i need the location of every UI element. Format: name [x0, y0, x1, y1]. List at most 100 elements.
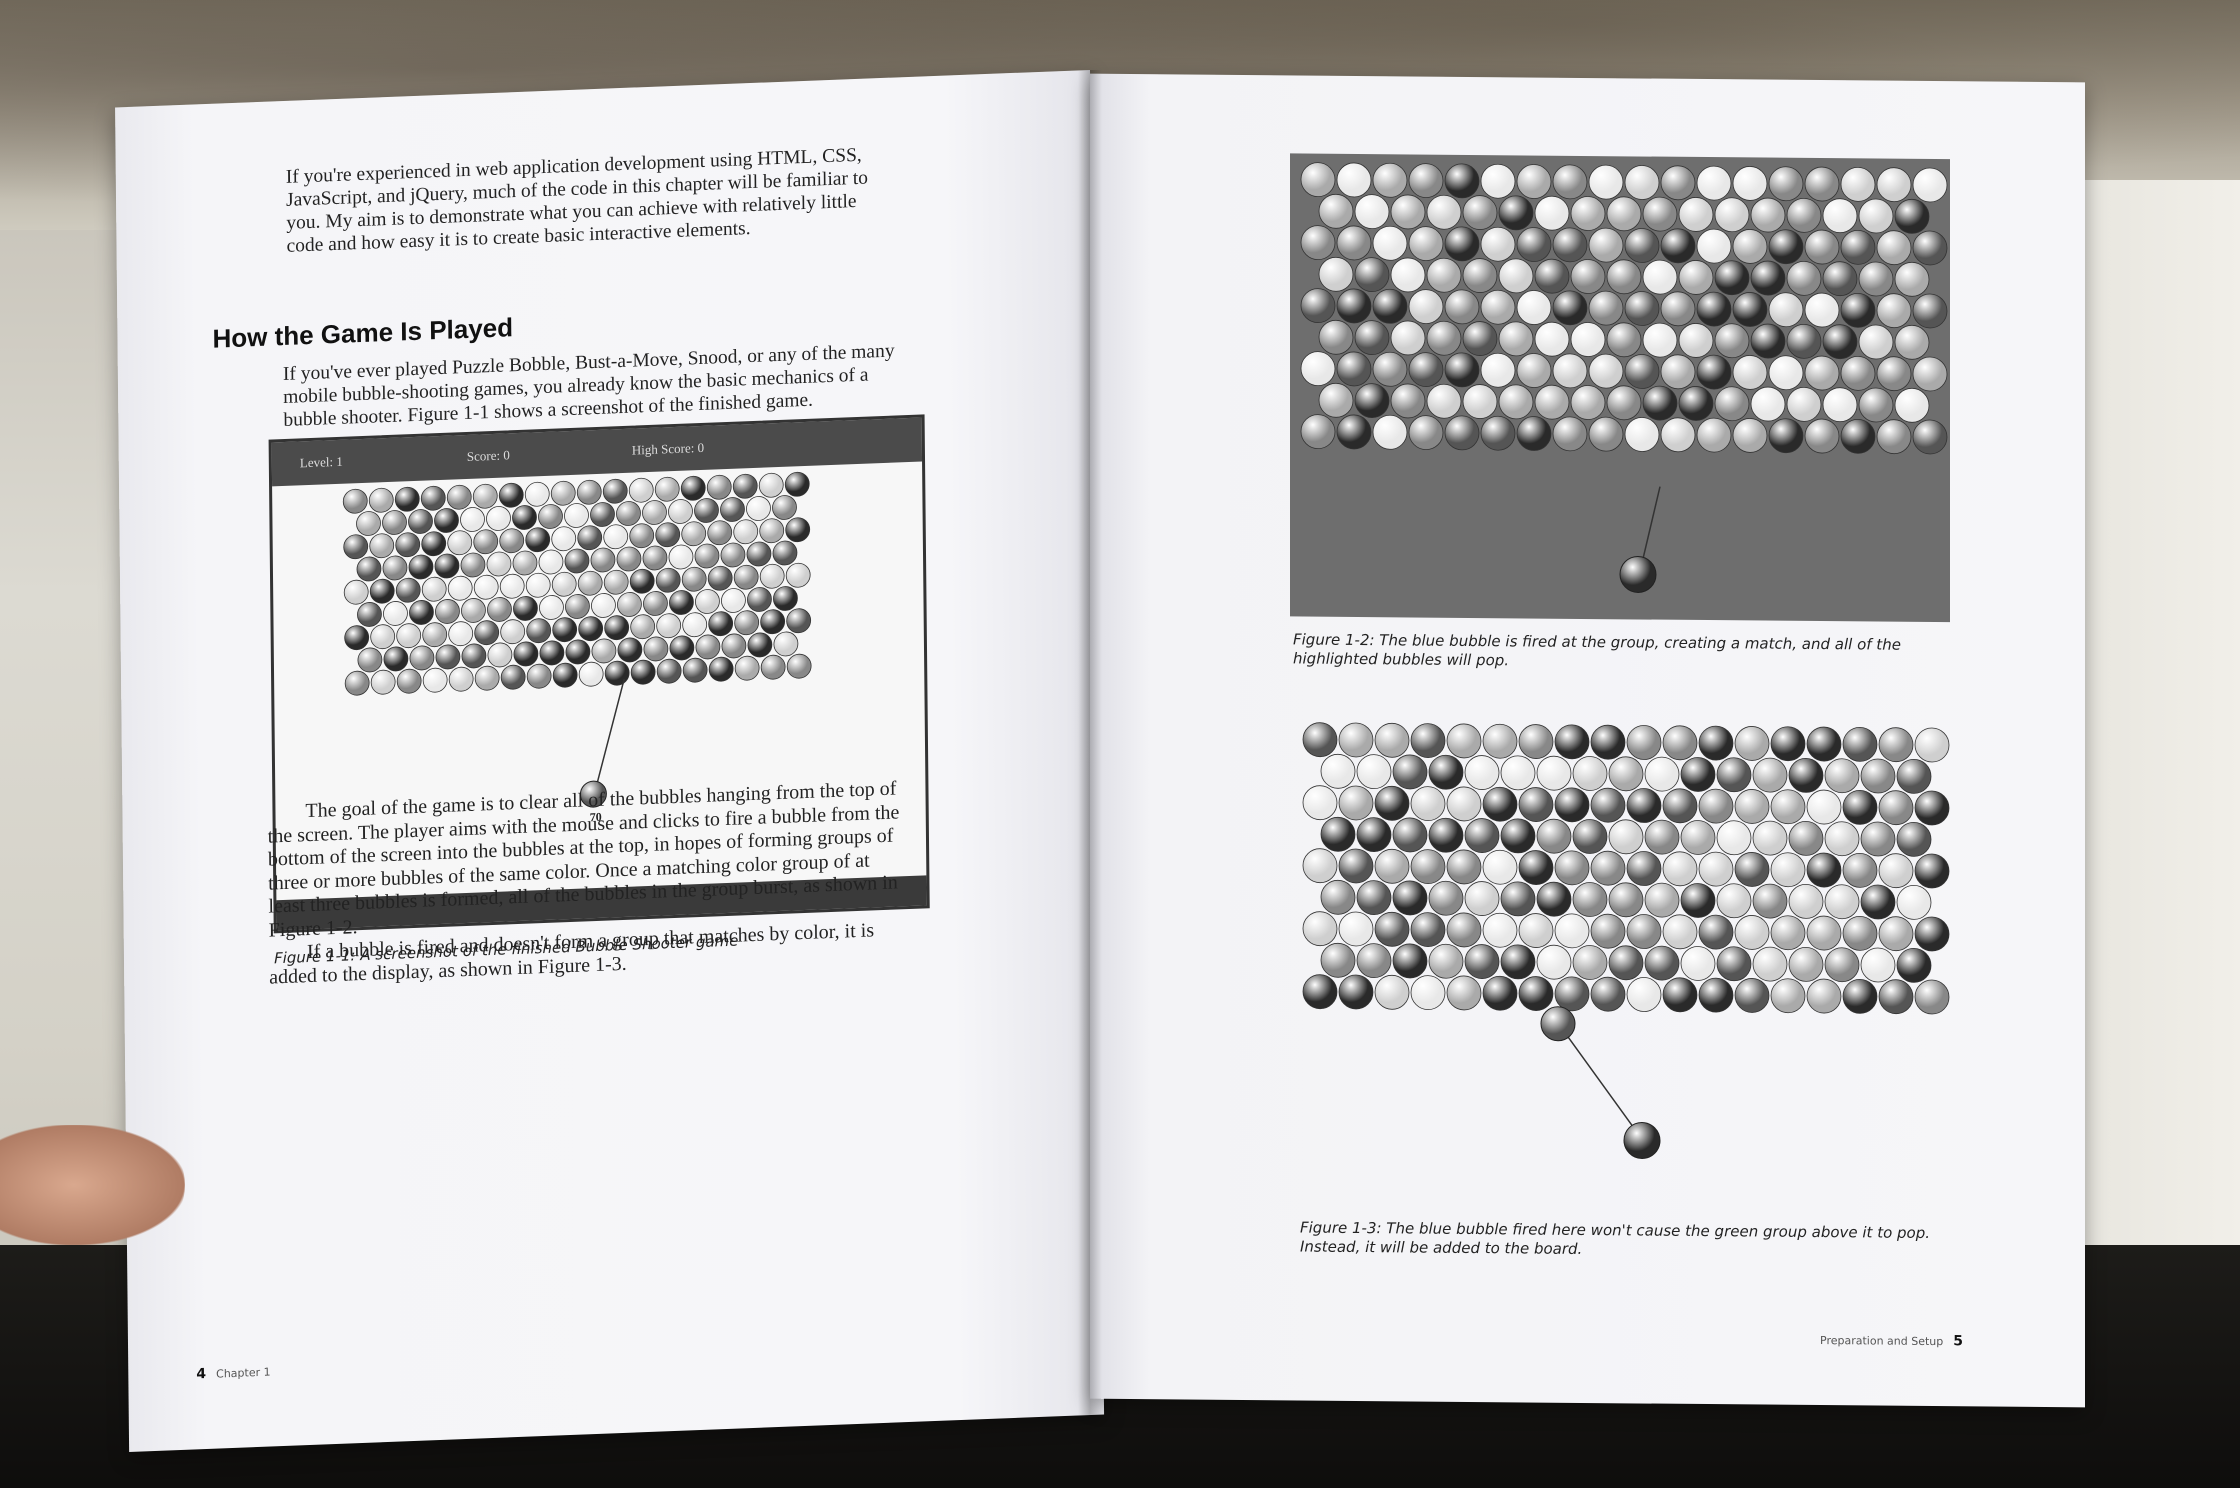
bubble [1624, 417, 1660, 452]
bubble [1878, 853, 1914, 889]
bubble [1858, 261, 1894, 297]
left-running-head: Chapter 1 [216, 1365, 271, 1381]
bubble [1372, 162, 1408, 198]
bubble [1482, 912, 1518, 948]
bubble [1338, 974, 1374, 1010]
body-text: The goal of the game is to clear all of … [267, 777, 909, 990]
bubble [1590, 976, 1626, 1012]
bubble [1588, 290, 1624, 326]
bubble [747, 587, 772, 612]
bubble [1662, 725, 1698, 761]
bubble [1678, 386, 1714, 421]
bubble [1716, 820, 1752, 856]
bubble [474, 620, 500, 646]
bubble [1662, 977, 1698, 1013]
bubble [1498, 195, 1534, 231]
figure-1-2-bubbles [1300, 162, 1948, 593]
bubble [499, 528, 525, 554]
bubble [1534, 258, 1570, 294]
bubble [1860, 758, 1896, 794]
bubble [1444, 352, 1480, 388]
bubble [1444, 289, 1480, 325]
bubble [1428, 943, 1464, 979]
bubble [473, 529, 499, 555]
bubble [1320, 753, 1356, 789]
bubble [733, 519, 759, 545]
bubble [1716, 757, 1752, 793]
bubble [1608, 756, 1644, 792]
bubble [1500, 818, 1536, 854]
figure-1-1-bubbles [342, 471, 812, 808]
bubble [1626, 977, 1662, 1012]
bubble [1426, 194, 1462, 230]
bubble [434, 553, 460, 579]
bubble [1840, 418, 1876, 454]
bubble [1536, 881, 1572, 917]
bubble [1858, 324, 1894, 360]
bubble [344, 625, 370, 651]
bubble [383, 646, 409, 672]
bubble [1516, 227, 1552, 262]
bubble [1806, 789, 1842, 825]
bubble [1336, 225, 1372, 261]
bubble [1336, 288, 1372, 324]
bubble [669, 590, 694, 615]
bubble [1770, 915, 1806, 951]
bubble [629, 523, 655, 549]
bubble [370, 669, 396, 695]
bubble [1750, 260, 1786, 296]
bubble [1392, 754, 1428, 790]
bubble [707, 565, 733, 591]
bubble [1788, 884, 1824, 919]
bubble [734, 610, 760, 636]
bubble [1320, 879, 1356, 915]
bubble [1696, 354, 1732, 390]
bubble [1588, 164, 1624, 200]
bubble [1338, 722, 1374, 758]
bubble [1372, 288, 1408, 324]
bubble [551, 571, 577, 597]
bubble [1786, 197, 1822, 233]
bubble [1788, 821, 1824, 856]
bubble [1446, 723, 1482, 759]
bubble [472, 483, 498, 509]
bubble [1732, 229, 1768, 264]
bubble [1770, 789, 1806, 825]
bubble [1732, 355, 1768, 390]
bubble [526, 618, 552, 644]
bubble [786, 653, 812, 679]
shooter-bubble [579, 780, 607, 808]
bubble [1464, 881, 1500, 916]
bubble [1698, 914, 1734, 950]
shooter-bubble [1623, 1121, 1661, 1159]
bubble [604, 660, 630, 686]
bubble [1320, 816, 1356, 852]
bubble [1840, 229, 1876, 265]
bubble [1554, 976, 1590, 1012]
bubble [759, 563, 785, 589]
bubble [1390, 194, 1426, 230]
bubble [773, 586, 798, 611]
bubble [1552, 416, 1588, 452]
bubble [538, 549, 564, 575]
bubble [772, 540, 798, 566]
bubble [382, 555, 408, 581]
bubble [1698, 851, 1734, 887]
bubble [1678, 323, 1714, 358]
bubble [604, 615, 630, 641]
bubble [643, 636, 669, 662]
bubble [525, 527, 551, 553]
bubble [1750, 197, 1786, 233]
bubble [1624, 291, 1660, 326]
bubble [513, 641, 539, 667]
bubble [720, 497, 745, 522]
bubble [1660, 165, 1696, 201]
bubble [1572, 945, 1608, 980]
bubble [1300, 225, 1336, 261]
figure-1-2-caption: Figure 1-2: The blue bubble is fired at … [1293, 630, 1901, 670]
bubble [1302, 848, 1338, 884]
bubble [706, 474, 732, 500]
bubble [1894, 261, 1930, 297]
bubble [577, 570, 603, 596]
bubble [1518, 913, 1554, 948]
